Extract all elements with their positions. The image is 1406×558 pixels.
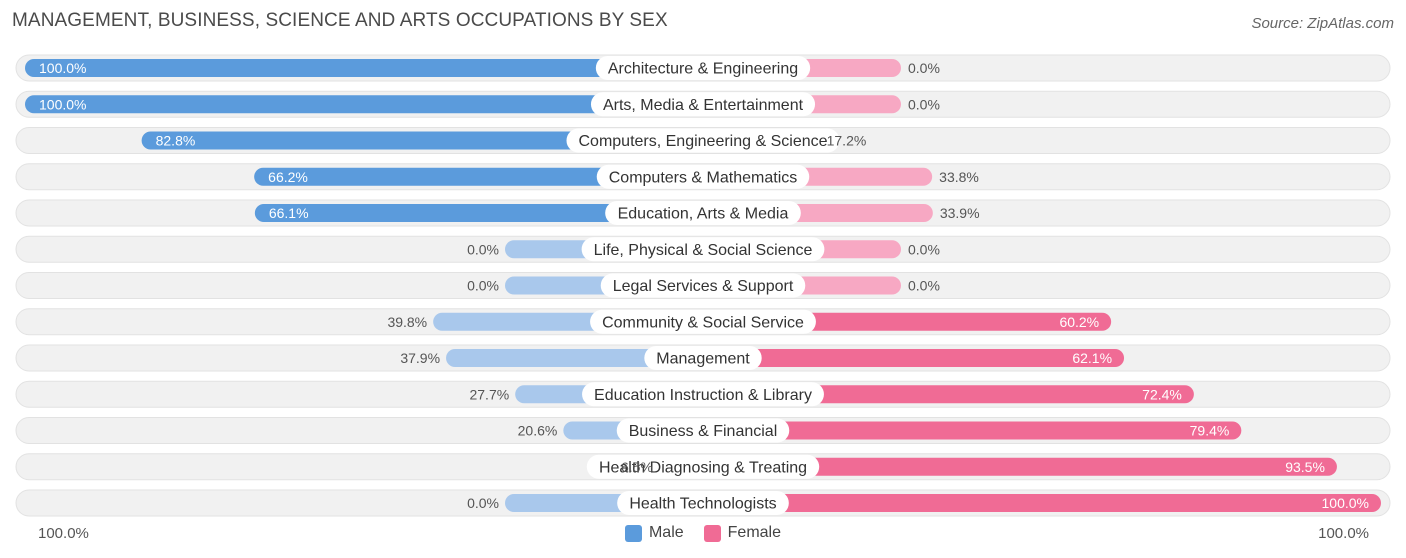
category-label-pill xyxy=(596,164,810,189)
legend-label-male: Male xyxy=(648,524,684,541)
diverging-bar-chart: Architecture & Engineering 100.0% 0.0% Arts… xyxy=(15,54,1391,517)
bar-female xyxy=(703,421,1242,440)
value-label-female: 93.5% xyxy=(1285,459,1325,475)
category-label: Computers & Mathematics xyxy=(609,169,798,186)
value-label-female: 79.4% xyxy=(1190,423,1230,439)
category-label: Business & Financial xyxy=(629,423,778,440)
category-label: Arts, Media & Entertainment xyxy=(603,97,804,114)
value-label-male: 0.0% xyxy=(467,278,499,294)
value-label-male: 66.2% xyxy=(268,169,308,185)
value-label-male: 0.0% xyxy=(467,495,499,511)
bar-female xyxy=(703,494,1381,512)
value-label-male: 39.8% xyxy=(387,314,427,330)
chart-title: MANAGEMENT, BUSINESS, SCIENCE AND ARTS O… xyxy=(12,10,668,31)
value-label-male: 100.0% xyxy=(39,96,86,112)
category-label: Education Instruction & Library xyxy=(594,387,812,404)
category-label: Health Diagnosing & Treating xyxy=(599,459,807,476)
value-label-female: 60.2% xyxy=(1059,314,1099,330)
axis-left-label: 100.0% xyxy=(38,525,89,542)
bar-female xyxy=(703,385,1194,404)
category-label-pill xyxy=(590,309,816,334)
value-label-male: 6.5% xyxy=(621,459,653,475)
bar-male xyxy=(446,349,703,367)
value-label-female: 0.0% xyxy=(908,241,940,257)
legend: Male Female xyxy=(0,524,1406,542)
category-label: Community & Social Service xyxy=(602,314,804,331)
value-label-female: 72.4% xyxy=(1142,386,1182,402)
category-label-pill xyxy=(644,346,762,370)
legend-item-female: Female xyxy=(703,524,782,542)
category-label: Computers, Engineering & Science xyxy=(578,133,827,150)
legend-label-female: Female xyxy=(727,524,782,541)
bar-male xyxy=(141,131,704,150)
value-label-female: 33.9% xyxy=(940,205,980,221)
category-label: Architecture & Engineering xyxy=(608,61,798,78)
category-label-pill xyxy=(617,491,789,515)
bar-female xyxy=(703,457,1337,476)
legend-swatch-female xyxy=(703,524,721,542)
value-label-male: 0.0% xyxy=(467,241,499,257)
value-label-male: 100.0% xyxy=(39,60,86,76)
category-label-pill xyxy=(582,382,824,407)
category-label-pill xyxy=(616,418,790,443)
value-label-female: 0.0% xyxy=(908,96,940,112)
bar-male xyxy=(25,95,703,114)
category-label: Legal Services & Support xyxy=(613,278,794,295)
bar-female xyxy=(703,349,1125,367)
legend-swatch-male xyxy=(624,524,642,542)
value-label-male: 20.6% xyxy=(518,423,558,439)
source-label: Source: ZipAtlas.com xyxy=(1251,15,1394,32)
value-label-male: 82.8% xyxy=(156,133,196,149)
value-label-female: 100.0% xyxy=(1322,495,1369,511)
category-label: Health Technologists xyxy=(629,496,776,513)
bar-male xyxy=(254,167,703,186)
value-label-female: 17.2% xyxy=(827,133,867,149)
legend-item-male: Male xyxy=(624,524,684,542)
category-label-pill xyxy=(586,454,820,479)
category-label: Management xyxy=(656,351,750,368)
category-label-pill xyxy=(605,201,801,225)
value-label-female: 33.8% xyxy=(939,169,979,185)
category-label: Life, Physical & Social Science xyxy=(594,242,813,259)
category-label-pill xyxy=(600,273,806,298)
value-label-male: 66.1% xyxy=(269,205,309,221)
value-label-female: 62.1% xyxy=(1072,350,1112,366)
bar-male xyxy=(254,204,704,222)
category-label-pill xyxy=(590,92,816,117)
value-label-male: 37.9% xyxy=(400,350,440,366)
category-label-pill xyxy=(581,237,825,262)
category-label-pill xyxy=(595,56,811,80)
bar-male xyxy=(25,59,703,77)
category-label-pill xyxy=(566,128,840,153)
category-label: Education, Arts & Media xyxy=(618,206,789,223)
value-label-female: 0.0% xyxy=(908,278,940,294)
axis-right-label: 100.0% xyxy=(1318,525,1369,542)
value-label-female: 0.0% xyxy=(908,60,940,76)
value-label-male: 27.7% xyxy=(469,386,509,402)
